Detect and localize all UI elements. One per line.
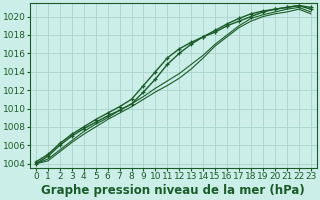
X-axis label: Graphe pression niveau de la mer (hPa): Graphe pression niveau de la mer (hPa) xyxy=(42,184,305,197)
